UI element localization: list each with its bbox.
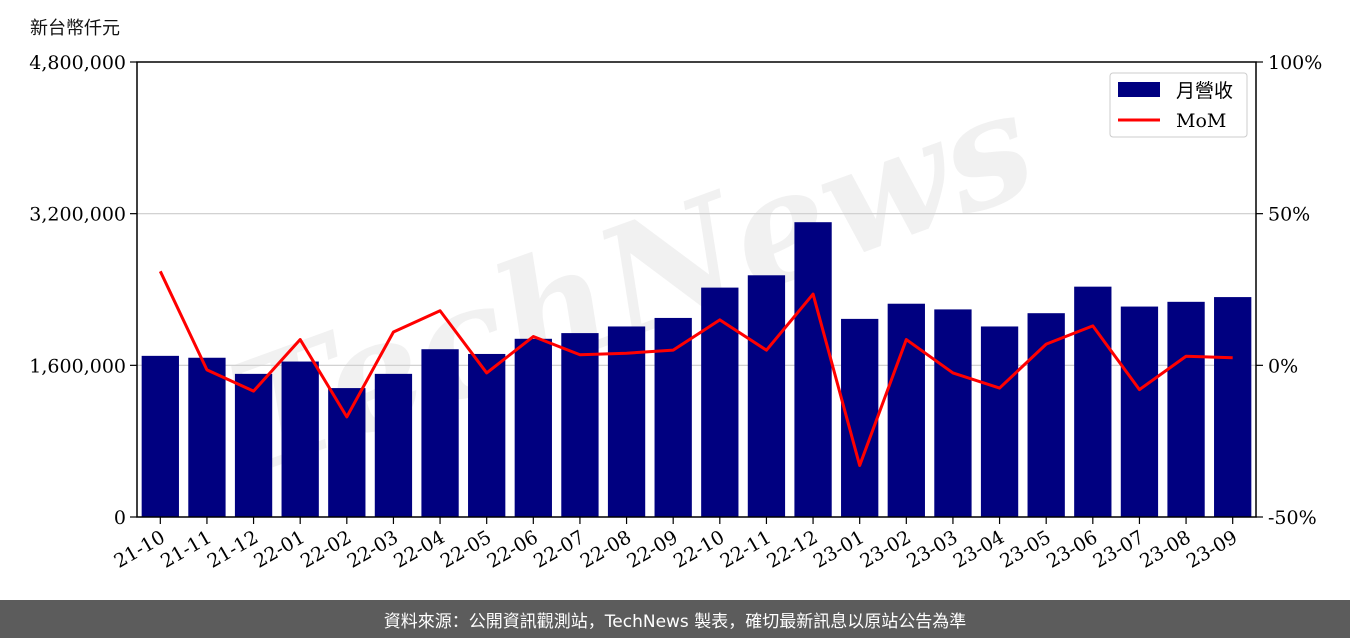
bar xyxy=(1167,301,1205,517)
bar xyxy=(141,355,179,517)
x-tick-label: 22-09 xyxy=(623,526,681,572)
bar xyxy=(794,222,832,517)
x-tick-label: 23-09 xyxy=(1183,526,1241,572)
left-tick-label: 3,200,000 xyxy=(29,204,126,226)
right-tick-label: 0% xyxy=(1268,355,1298,377)
x-tick-label: 23-01 xyxy=(810,526,868,572)
bar xyxy=(234,373,273,517)
footer-source-note: 資料來源：公開資訊觀測站，TechNews 製表，確切最新訊息以原站公告為準 xyxy=(0,600,1350,638)
x-tick-label: 21-10 xyxy=(110,526,168,572)
bar xyxy=(934,309,972,517)
bar xyxy=(747,275,786,517)
left-tick-label: 1,600,000 xyxy=(29,355,126,377)
x-tick-label: 23-03 xyxy=(903,526,961,572)
x-tick-label: 22-01 xyxy=(250,526,308,572)
left-tick-label: 0 xyxy=(114,507,126,529)
bar xyxy=(561,333,599,517)
x-tick-label: 22-10 xyxy=(670,526,728,572)
right-tick-label: 100% xyxy=(1268,52,1322,74)
bar xyxy=(980,326,1019,517)
x-tick-label: 22-08 xyxy=(577,526,635,572)
x-tick-label: 21-12 xyxy=(204,526,262,572)
bar xyxy=(374,373,413,517)
left-tick-label: 4,800,000 xyxy=(29,52,126,74)
x-tick-label: 22-02 xyxy=(297,526,355,572)
bar xyxy=(421,349,459,517)
x-tick-label: 22-06 xyxy=(483,526,541,572)
x-tick-label: 22-04 xyxy=(390,526,448,572)
footer-text: 資料來源：公開資訊觀測站，TechNews 製表，確切最新訊息以原站公告為準 xyxy=(383,611,967,632)
bar xyxy=(468,353,506,517)
bar xyxy=(1027,313,1065,517)
gridlines xyxy=(137,213,1256,366)
bar-series xyxy=(141,222,1252,517)
x-tick-label: 22-07 xyxy=(530,526,588,572)
x-tick-label: 22-12 xyxy=(763,526,821,572)
right-axis: -50% 0% 50% 100% xyxy=(1256,52,1322,529)
bar xyxy=(607,326,646,517)
mom-line xyxy=(158,270,1233,467)
x-tick-label: 22-03 xyxy=(343,526,401,572)
bar xyxy=(1074,286,1112,517)
bar xyxy=(328,388,366,517)
x-tick-label: 23-02 xyxy=(856,526,914,572)
x-tick-label: 23-06 xyxy=(1043,526,1101,572)
right-tick-label: -50% xyxy=(1268,507,1317,529)
bar xyxy=(701,287,739,517)
bar xyxy=(1120,306,1159,517)
left-axis: 0 1,600,000 3,200,000 4,800,000 xyxy=(29,52,137,529)
x-tick-label: 21-11 xyxy=(157,526,215,572)
legend: 月營收 MoM xyxy=(1109,72,1248,138)
x-tick-label: 23-08 xyxy=(1136,526,1194,572)
bar xyxy=(887,303,925,517)
legend-line-label: MoM xyxy=(1176,110,1226,132)
x-tick-label: 23-07 xyxy=(1089,526,1147,572)
bar xyxy=(1214,297,1252,517)
x-tick-label: 22-05 xyxy=(437,526,495,572)
plot-frame xyxy=(136,61,1257,518)
legend-bar-swatch xyxy=(1118,82,1160,97)
x-tick-label: 23-04 xyxy=(950,526,1008,572)
line-series xyxy=(158,270,1233,467)
x-axis: 21-1021-1121-1222-0122-0222-0322-0422-05… xyxy=(110,517,1241,573)
bar xyxy=(281,361,319,517)
bar xyxy=(188,357,226,517)
bar xyxy=(514,338,552,517)
right-tick-label: 50% xyxy=(1268,204,1310,226)
x-tick-label: 23-05 xyxy=(996,526,1054,572)
y-axis-unit-label: 新台幣仟元 xyxy=(30,18,120,39)
bar xyxy=(654,317,692,517)
x-tick-label: 22-11 xyxy=(716,526,774,572)
legend-bar-label: 月營收 xyxy=(1176,80,1233,102)
